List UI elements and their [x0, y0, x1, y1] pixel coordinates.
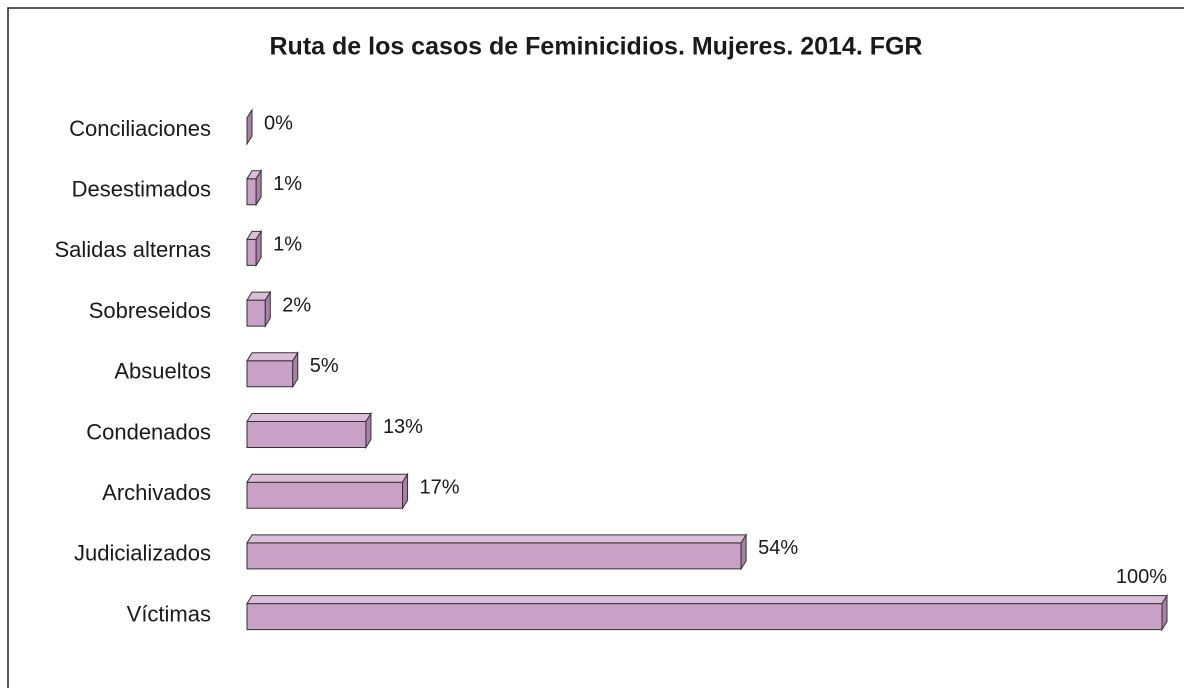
y-tick-label: Víctimas — [127, 601, 211, 626]
bar-front — [246, 178, 257, 206]
data-label: 1% — [273, 234, 302, 256]
data-label: 100% — [1116, 566, 1167, 588]
bar-front — [246, 481, 404, 509]
chart-frame — [7, 7, 1184, 688]
bar — [246, 168, 263, 207]
bar-side — [1161, 593, 1168, 632]
bar-side — [255, 229, 262, 268]
bar-side — [246, 108, 253, 146]
bar — [246, 472, 409, 510]
bar-side — [740, 533, 747, 571]
bar — [246, 593, 1168, 632]
data-label: 17% — [420, 476, 460, 498]
data-label: 13% — [383, 416, 423, 438]
bar-front — [246, 238, 257, 266]
bar-top — [246, 473, 409, 483]
y-tick-label: Condenados — [86, 419, 211, 444]
bar-side — [365, 411, 372, 450]
bar-side — [292, 351, 299, 389]
y-tick-label: Conciliaciones — [69, 116, 211, 141]
bar — [246, 351, 299, 389]
bar — [246, 108, 253, 146]
y-tick-label: Desestimados — [72, 177, 211, 202]
y-tick-label: Absueltos — [114, 359, 211, 384]
y-tick-label: Sobreseidos — [89, 298, 211, 323]
bar-front — [246, 299, 266, 327]
bar — [246, 533, 748, 571]
bar-top — [246, 534, 748, 544]
bar-front — [246, 603, 1163, 631]
bar-side — [264, 290, 271, 328]
bar-top — [246, 595, 1168, 605]
data-label: 0% — [264, 112, 293, 134]
bar — [246, 411, 372, 450]
bar-top — [246, 413, 372, 422]
bar-front — [246, 421, 367, 448]
data-label: 5% — [310, 355, 339, 377]
bar — [246, 229, 263, 268]
bar-front — [246, 360, 294, 388]
bar-side — [255, 168, 262, 207]
y-tick-label: Salidas alternas — [54, 237, 211, 262]
data-label: 54% — [758, 537, 798, 559]
data-label: 1% — [273, 173, 302, 195]
bar-side — [402, 472, 409, 510]
y-tick-label: Judicializados — [74, 541, 211, 566]
data-label: 2% — [282, 294, 311, 316]
chart-title: Ruta de los casos de Feminicidios. Mujer… — [270, 33, 923, 61]
y-tick-label: Archivados — [102, 480, 211, 505]
bar — [246, 290, 272, 328]
bar-top — [246, 352, 299, 362]
bar-front — [246, 542, 742, 570]
